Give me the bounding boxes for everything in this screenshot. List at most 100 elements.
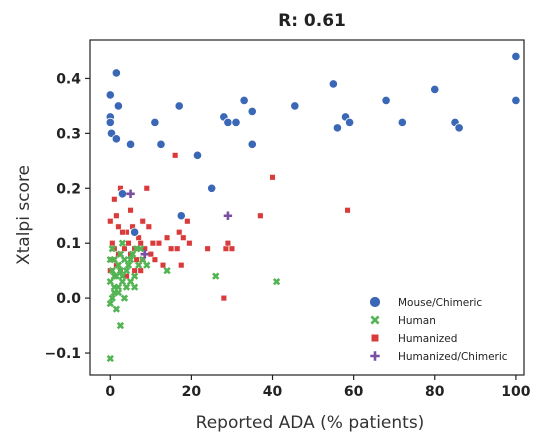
- humanized-point: [168, 245, 175, 252]
- human-point: [126, 277, 135, 286]
- legend-marker: [370, 315, 380, 325]
- humanized-point: [224, 240, 231, 247]
- humanized-point: [139, 218, 146, 225]
- humanized-point: [172, 152, 179, 159]
- x-tick-label: 40: [263, 384, 283, 400]
- humanized-point: [222, 245, 229, 252]
- humanized-point: [143, 185, 150, 192]
- mouse-chimeric-point: [150, 117, 160, 127]
- human-point: [137, 245, 145, 253]
- humanized-point: [131, 267, 138, 274]
- mouse-chimeric-point: [111, 134, 121, 144]
- human-point: [114, 261, 123, 269]
- mouse-chimeric-point: [511, 95, 521, 106]
- humanized-point: [155, 240, 163, 247]
- humanized-point: [111, 196, 118, 203]
- humanized-point: [107, 218, 114, 225]
- humanized-point: [145, 223, 152, 230]
- humanized-point: [204, 245, 211, 252]
- humanized-point: [151, 256, 158, 263]
- humanized-point: [149, 240, 156, 247]
- human-point: [106, 299, 114, 308]
- mouse-chimeric-point: [174, 101, 184, 111]
- human-point: [122, 283, 131, 291]
- mouse-chimeric-point: [223, 117, 233, 127]
- mouse-chimeric-point: [231, 117, 241, 127]
- x-tick-label: 20: [182, 384, 202, 400]
- humanized-chimeric-point: [140, 249, 149, 259]
- humanized-point: [180, 234, 187, 241]
- humanized-point: [127, 207, 134, 214]
- human-point: [118, 239, 127, 247]
- human-point: [128, 250, 137, 258]
- human-point: [122, 267, 131, 275]
- y-tick-label: 0.4: [56, 71, 81, 87]
- y-axis-label: Xtalpi score: [14, 165, 34, 265]
- mouse-chimeric-point: [105, 117, 115, 127]
- human-point: [116, 321, 125, 330]
- humanized-point: [186, 240, 193, 247]
- mouse-chimeric-point: [207, 183, 217, 193]
- legend: Mouse/Chimeric Human Humanized Humanized/Ch…: [369, 296, 508, 363]
- mouse-chimeric-point: [111, 68, 121, 78]
- human-point: [124, 261, 133, 269]
- human-point: [118, 277, 127, 286]
- mouse-chimeric-point: [381, 95, 391, 106]
- humanized-point: [159, 262, 167, 269]
- human-point: [126, 256, 135, 264]
- data-points: [105, 51, 521, 363]
- mouse-chimeric-point: [290, 101, 300, 111]
- humanized-point: [133, 256, 140, 263]
- human-point: [120, 256, 129, 264]
- mouse-chimeric-point: [454, 123, 464, 133]
- humanized-point: [269, 174, 276, 181]
- human-point: [108, 245, 116, 253]
- legend-marker: [370, 351, 380, 361]
- human-point: [110, 288, 118, 297]
- legend-label: Humanized: [398, 333, 457, 345]
- mouse-chimeric-point: [344, 117, 355, 127]
- human-point: [116, 250, 125, 258]
- mouse-chimeric-point: [156, 139, 166, 149]
- mouse-chimeric-point: [430, 84, 440, 95]
- human-point: [143, 261, 151, 269]
- x-axis-label: Reported ADA (% patients): [196, 413, 425, 433]
- mouse-chimeric-point: [105, 90, 115, 100]
- humanized-point: [176, 229, 183, 236]
- y-tick-label: 0.3: [56, 126, 81, 142]
- human-point: [135, 261, 143, 269]
- humanized-point: [228, 245, 236, 252]
- human-point: [116, 267, 125, 275]
- humanized-point: [121, 245, 128, 252]
- mouse-chimeric-point: [239, 95, 249, 106]
- mouse-chimeric-point: [176, 211, 186, 221]
- legend-marker: [371, 334, 379, 342]
- x-tick-label: 60: [344, 384, 364, 400]
- human-point: [212, 272, 220, 280]
- legend-label: Mouse/Chimeric: [398, 297, 482, 309]
- mouse-chimeric-point: [247, 139, 257, 149]
- y-tick-label: 0.1: [56, 236, 81, 252]
- mouse-chimeric-point: [117, 189, 128, 199]
- legend-marker: [369, 296, 381, 308]
- human-point: [272, 277, 281, 286]
- chart-title: R: 0.61: [278, 11, 346, 31]
- human-point: [130, 272, 139, 280]
- humanized-point: [137, 240, 144, 247]
- humanized-point: [113, 212, 120, 219]
- mouse-chimeric-point: [247, 106, 257, 116]
- mouse-chimeric-point: [328, 79, 338, 89]
- x-axis-ticks: 0 20 40 60 80 100: [105, 375, 531, 400]
- human-point: [106, 277, 114, 286]
- human-point: [130, 283, 139, 291]
- mouse-chimeric-point: [332, 123, 343, 133]
- human-point: [106, 256, 114, 264]
- human-point: [110, 272, 118, 280]
- humanized-chimeric-point: [126, 189, 135, 198]
- human-point: [108, 294, 116, 302]
- plot-frame: [89, 39, 525, 376]
- humanized-point: [174, 245, 181, 252]
- mouse-chimeric-point: [125, 139, 136, 149]
- y-axis-ticks: −0.1 0.0 0.1 0.2 0.3 0.4: [44, 71, 90, 362]
